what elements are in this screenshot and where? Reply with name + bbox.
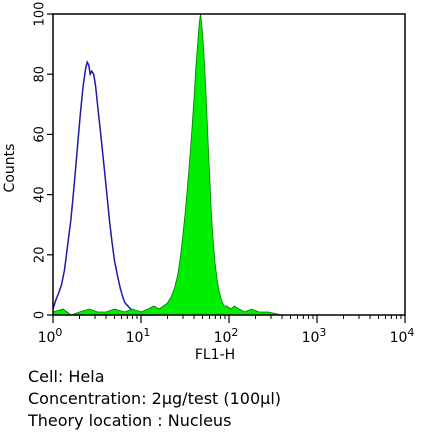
y-tick-label: 20	[33, 247, 48, 264]
x-tick-label: 103	[302, 326, 327, 346]
caption-theory-location: Theory location : Nucleus	[28, 411, 232, 430]
plot-area	[52, 13, 317, 316]
x-axis-label: FL1-H	[195, 347, 235, 363]
y-tick-label: 80	[33, 66, 48, 83]
series-outline-histogram	[52, 60, 157, 316]
x-tick-label: 102	[214, 326, 239, 346]
caption: Cell: Hela Concentration: 2µg/test (100µ…	[28, 366, 281, 432]
x-tick-label: 101	[126, 326, 151, 346]
y-axis-label: Counts	[2, 144, 18, 193]
caption-cell: Cell: Hela	[28, 367, 105, 386]
series-filled-histogram	[52, 13, 317, 316]
y-tick-label: 40	[33, 186, 48, 203]
caption-concentration: Concentration: 2µg/test (100µl)	[28, 389, 282, 408]
axes: 100 101 102 103 104 0 20 40 60 80 100	[33, 2, 415, 346]
x-tick-label: 100	[38, 326, 63, 346]
x-tick-label: 104	[390, 326, 415, 346]
y-tick-label: 100	[33, 2, 48, 27]
y-tick-label: 0	[33, 311, 48, 319]
y-tick-label: 60	[33, 126, 48, 143]
plot-frame	[52, 13, 406, 316]
